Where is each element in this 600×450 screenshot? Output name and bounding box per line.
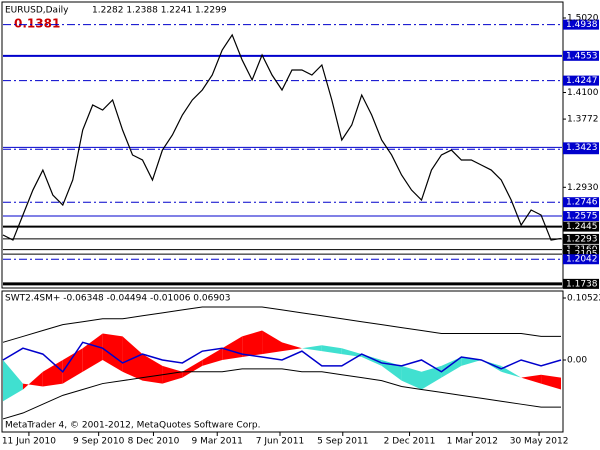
level-label: 1.4247 (566, 76, 598, 86)
level-label: 1.4938 (566, 20, 598, 30)
y-tick-label: 1.5020 (567, 13, 599, 23)
x-tick-label: 8 Dec 2010 (128, 437, 180, 447)
level-box (563, 75, 599, 86)
band-segment (501, 365, 522, 378)
x-tick-label: 5 Sep 2011 (317, 437, 368, 447)
x-tick-label: 11 Jun 2010 (2, 437, 56, 447)
level-box (563, 254, 599, 265)
level-box (563, 142, 599, 153)
y-tick-label: 0.00 (567, 355, 587, 365)
band-segment (341, 348, 362, 358)
band-segment (521, 374, 542, 384)
band-segment (142, 354, 163, 384)
band-segment (282, 342, 302, 352)
level-box (563, 278, 599, 289)
band-segment (22, 371, 43, 390)
level-box (563, 19, 599, 30)
band-segment (481, 359, 502, 372)
ohlc: 1.2282 1.2388 1.2241 1.2299 (92, 6, 227, 16)
level-label: 1.3423 (566, 143, 598, 153)
level-label: 1.2293 (566, 234, 598, 244)
band-segment (222, 336, 243, 360)
band-segment (301, 345, 322, 352)
footer: MetaTrader 4, © 2001-2012, MetaQuotes So… (5, 421, 261, 431)
x-tick-label: 1 Mar 2012 (447, 437, 498, 447)
band-segment (421, 365, 442, 390)
level-label: 1.2042 (566, 255, 598, 265)
band-segment (262, 330, 282, 355)
band-segment (162, 365, 183, 384)
indicator-line (2, 306, 561, 343)
level-label: 1.2746 (566, 198, 598, 208)
band-segment (62, 348, 83, 384)
annotation: 0.1381 (14, 17, 60, 31)
level-box (563, 221, 599, 232)
level-box (563, 233, 599, 244)
y-tick-label: 1.2930 (567, 183, 599, 193)
level-box (563, 249, 599, 260)
indicator-title: SWT2.4SM+ -0.06348 -0.04494 -0.01006 0.0… (5, 294, 231, 304)
x-tick-label: 30 May 2012 (510, 437, 569, 447)
band-segment (541, 374, 561, 390)
x-tick-label: 2 Dec 2011 (384, 437, 436, 447)
band-segment (461, 357, 482, 366)
level-box (563, 211, 599, 222)
band-segment (202, 348, 223, 366)
level-label: 1.2445 (566, 222, 598, 232)
level-label: 1.4553 (566, 51, 598, 61)
x-tick-label: 9 Mar 2011 (192, 437, 243, 447)
x-tick-label: 7 Jun 2011 (256, 437, 304, 447)
band-segment (3, 359, 23, 402)
y-tick-label: 1.4100 (567, 88, 599, 98)
symbol: EURUSD,Daily (5, 6, 69, 16)
level-label: 1.2575 (566, 212, 598, 222)
band-segment (401, 365, 422, 390)
level-box (563, 197, 599, 208)
band-segment (102, 333, 123, 372)
price-line (2, 33, 562, 241)
band-segment (82, 333, 103, 372)
y-tick-label: 1.3772 (567, 115, 599, 125)
indicator-line (2, 368, 561, 420)
level-label: 1.1738 (566, 279, 598, 289)
x-tick-label: 9 Sep 2010 (73, 437, 125, 447)
band-segment (441, 357, 462, 378)
band-segment (182, 359, 203, 378)
band-segment (321, 345, 342, 355)
band-segment (242, 330, 263, 358)
y-tick-label: 0.10522 (567, 293, 600, 303)
level-box (563, 50, 599, 61)
indicator-line (2, 341, 562, 373)
indicator-panel (1, 290, 564, 433)
